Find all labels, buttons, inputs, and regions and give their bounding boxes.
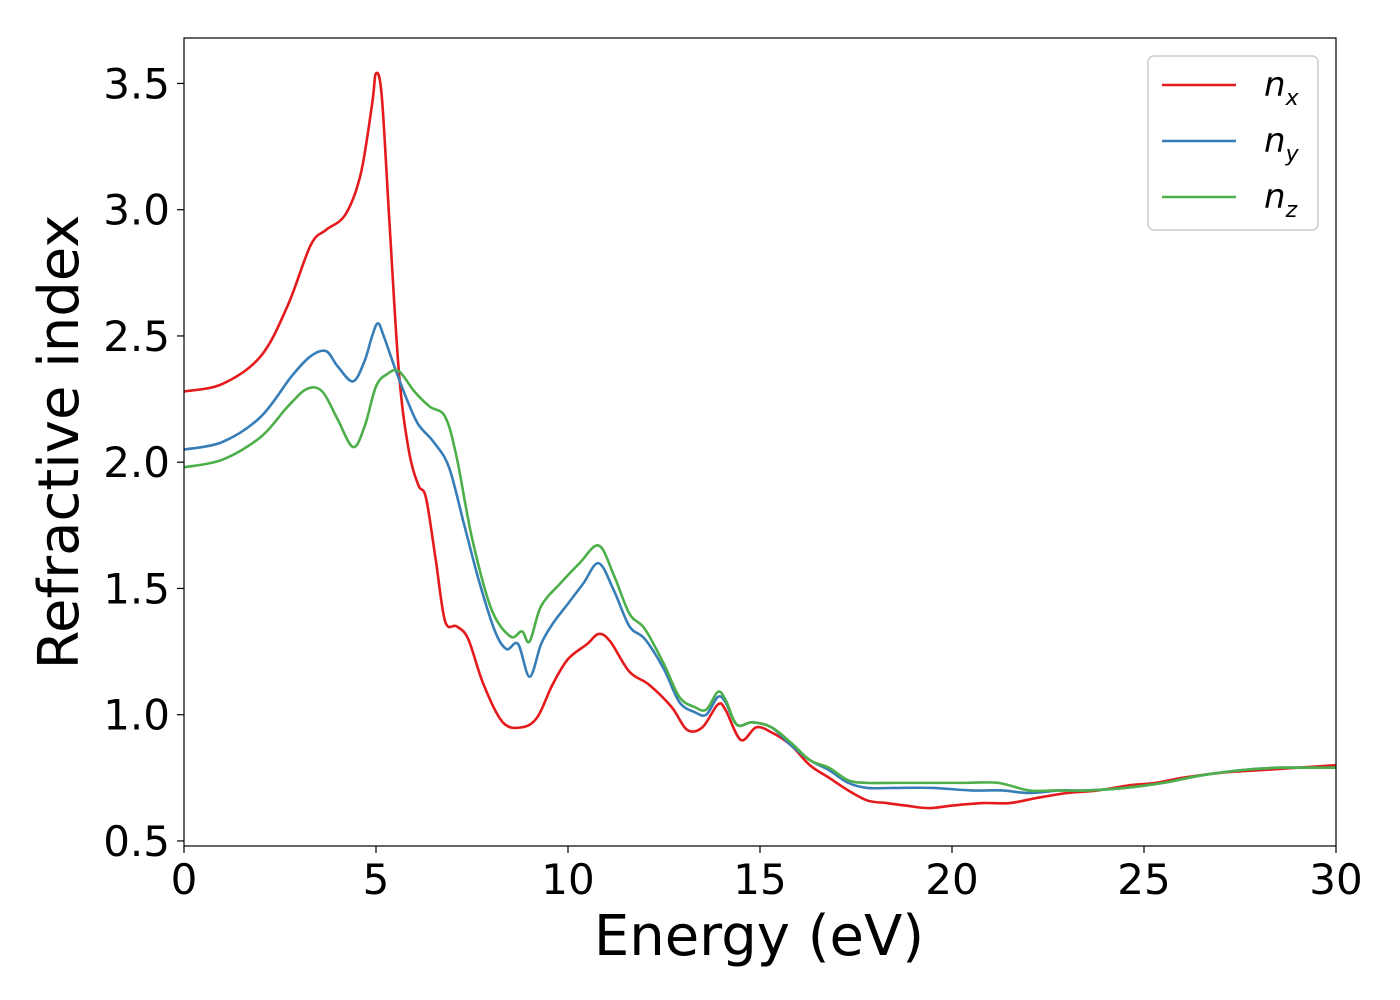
plot-area (184, 71, 1336, 810)
legend-label-subscript: y (1285, 142, 1300, 167)
series-line-n-y (184, 322, 1336, 795)
legend-label-main: n (1264, 65, 1286, 105)
legend-label-main: n (1264, 121, 1286, 161)
x-tick-label: 0 (171, 855, 198, 904)
series-line-n-z (184, 368, 1336, 793)
y-axis-ticks: 0.5 1.0 1.5 2.0 2.5 3.0 3.5 (103, 59, 184, 866)
x-tick-label: 25 (1117, 855, 1170, 904)
y-axis-title: Refractive index (27, 215, 92, 670)
x-axis-title: Energy (eV) (594, 904, 924, 969)
legend-label-subscript: x (1285, 86, 1300, 111)
y-tick-label: 2.5 (103, 312, 170, 361)
legend-label-n-y: ny (1264, 121, 1300, 167)
x-tick-label: 20 (925, 855, 978, 904)
series-line-n-x (184, 71, 1336, 810)
x-axis-ticks: 0 5 10 15 20 25 30 (171, 846, 1363, 904)
y-tick-label: 1.5 (103, 564, 170, 613)
y-tick-label: 0.5 (103, 817, 170, 866)
legend-box (1147, 55, 1319, 231)
y-tick-label: 1.0 (103, 691, 170, 740)
y-tick-label: 3.5 (103, 59, 170, 108)
x-tick-label: 15 (733, 855, 786, 904)
legend-label-main: n (1264, 177, 1286, 217)
x-tick-label: 30 (1309, 855, 1362, 904)
y-tick-label: 2.0 (103, 438, 170, 487)
legend-label-n-x: nx (1264, 65, 1300, 111)
x-tick-label: 5 (363, 855, 390, 904)
legend-label-subscript: z (1285, 198, 1298, 223)
plot-frame (183, 37, 1337, 847)
legend-label-n-z: nz (1264, 177, 1298, 223)
y-tick-label: 3.0 (103, 186, 170, 235)
x-tick-label: 10 (541, 855, 594, 904)
